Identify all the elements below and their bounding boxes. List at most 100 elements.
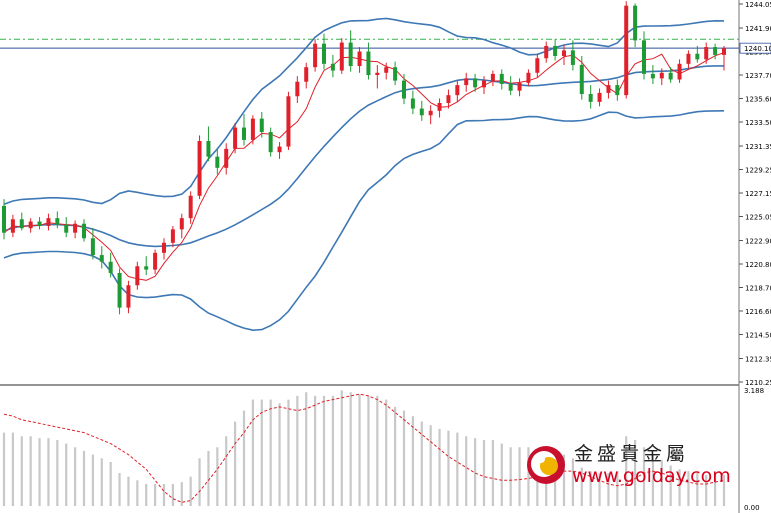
- price-tick-label: 1244.05: [745, 1, 771, 9]
- candle-body: [313, 43, 318, 68]
- current-price-tag: [739, 42, 771, 54]
- bollinger-upper-band: [3, 17, 725, 205]
- candle-body: [170, 229, 175, 243]
- price-tick-label: 1225.05: [745, 213, 771, 221]
- candle-body: [490, 73, 495, 81]
- candle-body: [224, 148, 229, 168]
- candle-body: [179, 218, 184, 230]
- candle-body: [215, 156, 220, 168]
- price-tick-label: 1222.90: [745, 238, 771, 246]
- candle-body: [615, 85, 620, 96]
- candle-body: [562, 50, 566, 57]
- candle-body: [268, 132, 273, 153]
- candle-body: [517, 82, 522, 91]
- moving-average-line: [3, 52, 725, 281]
- candle-body: [37, 221, 42, 226]
- price-tick-label: 1227.15: [745, 190, 771, 198]
- price-tick-label: 1210.25: [745, 379, 771, 387]
- candle-body: [126, 285, 131, 308]
- oscillator-tick-label: 3.188: [744, 387, 764, 395]
- price-axis: 1244.051241.901239.801237.701235.601233.…: [738, 0, 771, 513]
- candle-body: [19, 219, 24, 229]
- candle-body: [508, 83, 513, 91]
- price-tick-label: 1212.35: [745, 356, 771, 364]
- candle-body: [90, 238, 95, 256]
- candle-body: [588, 94, 593, 102]
- candle-body: [668, 72, 673, 80]
- golday-logo-icon: [527, 446, 565, 484]
- candle-body: [393, 67, 398, 81]
- candle-body: [499, 73, 504, 84]
- candle-body: [597, 92, 602, 102]
- candle-body: [722, 48, 726, 55]
- candle-body: [446, 95, 451, 103]
- candle-body: [677, 63, 682, 80]
- candle-body: [206, 140, 211, 157]
- oscillator-signal-line: [3, 393, 725, 503]
- candle-body: [250, 118, 255, 140]
- candle-body: [28, 221, 33, 229]
- candle-body: [322, 43, 326, 64]
- candle-body: [482, 80, 486, 88]
- candle-body: [544, 45, 549, 59]
- candle-body: [2, 205, 6, 233]
- candle-body: [579, 64, 584, 95]
- candle-body: [686, 53, 691, 64]
- candle-body: [633, 5, 638, 41]
- oscillator-panel: [2, 390, 726, 506]
- candle-body: [295, 81, 300, 97]
- candle-body: [553, 45, 558, 57]
- bollinger-lower-band: [3, 110, 725, 332]
- oscillator-tick-label: 0.00: [744, 504, 760, 512]
- candle-body: [197, 140, 202, 196]
- price-tick-label: 1229.25: [745, 167, 771, 175]
- candle-body: [135, 266, 140, 286]
- candle-body: [259, 118, 264, 133]
- candle-body: [659, 72, 664, 79]
- candle-body: [606, 85, 611, 93]
- candle-body: [642, 40, 646, 74]
- candle-body: [162, 242, 166, 253]
- candle-body: [650, 73, 655, 79]
- candle-body: [242, 127, 246, 140]
- candle-body: [82, 223, 86, 239]
- candle-body: [473, 78, 478, 88]
- candle-body: [402, 80, 406, 99]
- candle-body: [188, 195, 193, 219]
- candle-body: [624, 5, 629, 96]
- candle-body: [233, 127, 238, 149]
- candle-body: [410, 98, 415, 109]
- candle-body: [108, 261, 113, 273]
- candle-body: [330, 63, 335, 71]
- candle-body: [419, 108, 424, 116]
- bollinger-middle-band: [3, 65, 724, 248]
- candle-body: [713, 47, 718, 55]
- watermark-company-name: 金盛貴金屬: [574, 443, 689, 465]
- current-price-label: 1240.10: [744, 45, 771, 53]
- candle-body: [348, 42, 353, 67]
- candle-body: [384, 67, 389, 73]
- candle-body: [704, 47, 709, 60]
- candle-body: [570, 50, 575, 65]
- candle-body: [695, 53, 700, 60]
- candle-body: [366, 51, 371, 76]
- candle-body: [73, 223, 78, 233]
- price-tick-label: 1214.50: [745, 331, 771, 339]
- watermark: 金盛貴金屬 www.golday.com: [527, 443, 731, 487]
- candle-body: [277, 146, 282, 153]
- price-tick-label: 1241.90: [745, 25, 771, 33]
- candle-body: [535, 58, 540, 73]
- candle-body: [144, 266, 149, 270]
- price-tick-label: 1216.60: [745, 308, 771, 316]
- candle-body: [46, 218, 51, 226]
- candle-body: [304, 67, 309, 82]
- candle-body: [375, 72, 380, 76]
- price-tick-label: 1231.35: [745, 143, 771, 151]
- candle-body: [428, 110, 433, 116]
- candle-body: [526, 72, 531, 83]
- candle-body: [455, 85, 460, 96]
- candle-body: [464, 78, 469, 86]
- candle-body: [10, 219, 15, 233]
- price-tick-label: 1233.50: [745, 119, 771, 127]
